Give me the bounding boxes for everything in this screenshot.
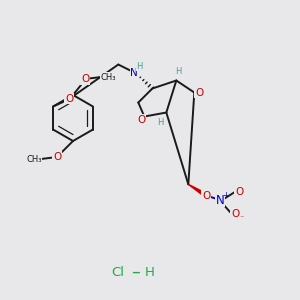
Text: O: O <box>235 187 243 197</box>
Text: H: H <box>145 266 155 278</box>
Text: O: O <box>202 191 210 201</box>
Text: CH₃: CH₃ <box>100 73 116 82</box>
Text: Cl: Cl <box>112 266 124 278</box>
Text: N: N <box>130 68 138 77</box>
Text: O: O <box>195 88 203 98</box>
Text: H: H <box>175 67 182 76</box>
Text: –: – <box>132 263 140 281</box>
Text: ⁻: ⁻ <box>239 214 244 223</box>
Text: O: O <box>81 74 89 84</box>
Text: O: O <box>231 209 239 219</box>
Text: H: H <box>136 62 142 71</box>
Text: O: O <box>65 94 73 103</box>
Text: O: O <box>53 152 61 162</box>
Polygon shape <box>188 184 205 196</box>
Text: CH₃: CH₃ <box>26 154 42 164</box>
Text: N: N <box>216 194 225 207</box>
Text: H: H <box>157 118 164 127</box>
Text: O: O <box>137 115 146 124</box>
Text: +: + <box>222 191 229 200</box>
